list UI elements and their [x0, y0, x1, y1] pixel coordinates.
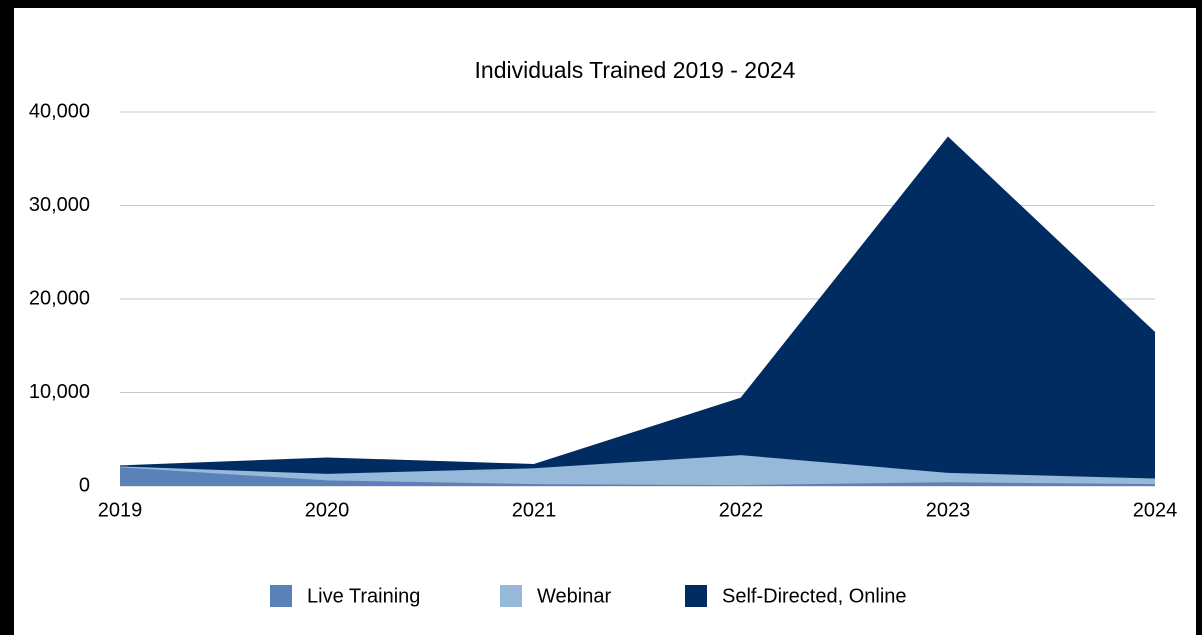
x-tick-label: 2024: [1133, 499, 1178, 521]
legend-label: Live Training: [307, 585, 420, 607]
x-tick-label: 2019: [98, 499, 143, 521]
y-tick-label: 20,000: [29, 287, 90, 309]
y-tick-label: 10,000: [29, 381, 90, 403]
y-tick-label: 30,000: [29, 194, 90, 216]
legend-swatch: [685, 585, 707, 607]
y-tick-label: 0: [79, 474, 90, 496]
chart-title: Individuals Trained 2019 - 2024: [475, 57, 796, 83]
frame: [0, 0, 1202, 8]
frame: [1196, 0, 1202, 635]
legend-label: Webinar: [537, 585, 611, 607]
area-edge: [119, 136, 1156, 467]
legend-label: Self-Directed, Online: [722, 585, 907, 607]
x-tick-label: 2020: [305, 499, 350, 521]
x-tick-label: 2021: [512, 499, 557, 521]
x-tick-label: 2022: [719, 499, 764, 521]
frame: [0, 0, 14, 635]
x-tick-label: 2023: [926, 499, 971, 521]
y-tick-label: 40,000: [29, 100, 90, 122]
area-fill: [120, 455, 1155, 486]
area-fill: [120, 137, 1155, 479]
legend-swatch: [500, 585, 522, 607]
legend-swatch: [270, 585, 292, 607]
